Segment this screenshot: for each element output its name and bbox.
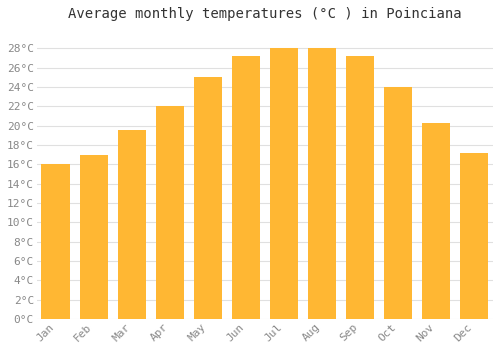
Bar xyxy=(308,48,336,319)
Bar xyxy=(232,56,260,319)
Bar xyxy=(384,87,412,319)
Bar xyxy=(422,123,450,319)
Bar xyxy=(118,131,146,319)
Bar xyxy=(156,106,184,319)
Title: Average monthly temperatures (°C ) in Poinciana: Average monthly temperatures (°C ) in Po… xyxy=(68,7,462,21)
Bar xyxy=(270,48,298,319)
Bar xyxy=(80,155,108,319)
Bar xyxy=(194,77,222,319)
Bar xyxy=(460,153,488,319)
Bar xyxy=(42,164,70,319)
Bar xyxy=(346,56,374,319)
